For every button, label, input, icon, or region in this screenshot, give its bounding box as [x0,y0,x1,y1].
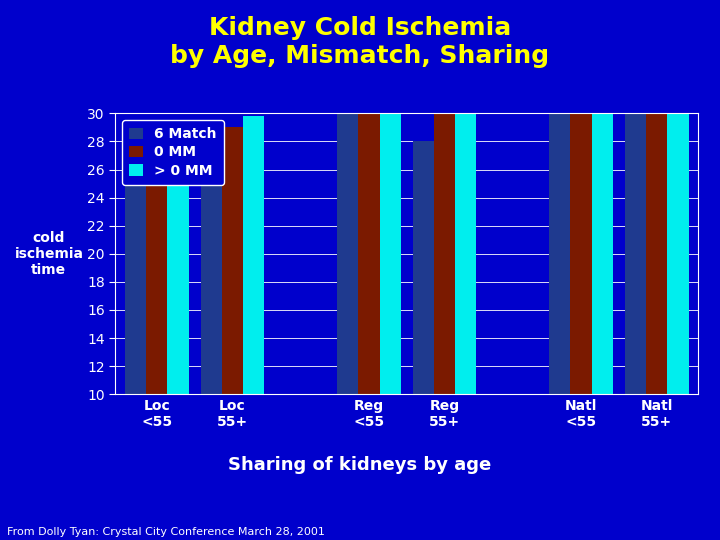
Bar [646,49,667,394]
Bar [146,151,168,394]
Bar [667,0,688,394]
Bar [570,63,592,394]
Bar [455,32,477,394]
Text: Sharing of kidneys by age: Sharing of kidneys by age [228,456,492,474]
Bar [625,71,646,394]
Bar [222,127,243,394]
Bar [592,12,613,394]
Bar [359,95,379,394]
Text: cold
ischemia
time: cold ischemia time [14,231,84,277]
Bar [413,141,434,394]
Bar [434,84,455,394]
Bar [125,160,146,394]
Bar [168,133,189,394]
Bar [243,116,264,394]
Bar [201,158,222,394]
Bar [549,74,570,394]
Legend: 6 Match, 0 MM, > 0 MM: 6 Match, 0 MM, > 0 MM [122,120,223,185]
Bar [379,62,401,394]
Text: Kidney Cold Ischemia
by Age, Mismatch, Sharing: Kidney Cold Ischemia by Age, Mismatch, S… [171,16,549,68]
Bar [337,106,359,394]
Text: From Dolly Tyan: Crystal City Conference March 28, 2001: From Dolly Tyan: Crystal City Conference… [7,527,325,537]
